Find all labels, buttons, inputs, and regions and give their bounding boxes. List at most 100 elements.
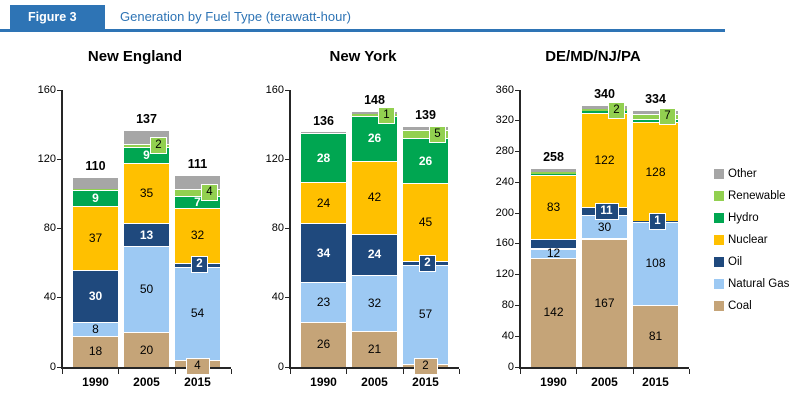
legend-item-oil: Oil (714, 251, 800, 273)
bar-segment-coal: 142 (531, 257, 576, 367)
bar-segment-hydro: 26 (403, 138, 448, 184)
bar-segment-label: 9 (143, 147, 150, 162)
bar-segment-natural-gas: 30 (582, 215, 627, 239)
bar-segment-coal: 18 (73, 335, 118, 367)
callout-oil-label: 2 (191, 256, 208, 274)
callout-renewable-label: 1 (378, 106, 395, 124)
x-axis-tick (231, 369, 232, 374)
y-axis-tick (515, 335, 519, 337)
x-axis-label: 1990 (82, 375, 109, 389)
bar-segment-nuclear: 35 (124, 162, 169, 224)
bar-segment-hydro: 9 (73, 190, 118, 206)
x-axis-label: 2005 (133, 375, 160, 389)
chart-legend: Other Renewable Hydro Nuclear Oil Natural Gas… (714, 163, 800, 317)
bar-segment-natural-gas: 54 (175, 266, 220, 361)
y-axis-tick-label: 280 (495, 145, 514, 158)
bar-segment-label: 35 (139, 186, 154, 200)
bar-segment-other (403, 126, 448, 130)
chart-title: DE/MD/NJ/PA (545, 48, 641, 65)
header-divider (0, 29, 725, 32)
callout-oil-label: 2 (419, 254, 436, 272)
bar-total-label: 136 (313, 113, 334, 128)
y-axis-tick-label: 40 (271, 291, 284, 304)
x-axis-tick (118, 369, 120, 374)
y-axis-tick (57, 366, 61, 368)
bar-segment-oil: 30 (73, 270, 118, 322)
bar-segment-coal: 26 (301, 321, 346, 367)
bar-segment-oil: 13 (124, 223, 169, 246)
bar-segment-nuclear: 128 (633, 122, 678, 221)
x-axis-line (520, 367, 689, 369)
bar-total-label: 139 (415, 108, 436, 123)
bar-segment-label: 45 (418, 215, 433, 230)
y-axis-tick (57, 89, 61, 91)
legend-swatch-renewable (714, 191, 724, 201)
legend-swatch-natural-gas (714, 279, 724, 289)
legend-swatch-nuclear (714, 235, 724, 245)
legend-item-natural-gas: Natural Gas (714, 273, 800, 295)
y-axis-tick-label: 120 (495, 268, 514, 281)
legend-item-hydro: Hydro (714, 207, 800, 229)
legend-swatch-oil (714, 257, 724, 267)
bar-segment-other (582, 105, 627, 110)
legend-label: Nuclear (728, 234, 768, 246)
legend-item-other: Other (714, 163, 800, 185)
callout-coal-label: 2 (413, 358, 438, 375)
y-axis-tick (515, 274, 519, 276)
y-axis-tick-label: 0 (49, 360, 56, 373)
bar-segment-label: 34 (316, 245, 331, 260)
bar-segment-label: 26 (418, 153, 433, 168)
callout-renewable-label: 5 (429, 125, 446, 143)
y-axis-tick (515, 243, 519, 245)
y-axis-tick-label: 120 (37, 152, 56, 165)
bar-total-label: 334 (645, 92, 666, 106)
y-axis-tick (515, 151, 519, 153)
bar-segment-label: 128 (645, 164, 666, 179)
bar-segment-label: 13 (139, 227, 154, 242)
legend-swatch-hydro (714, 213, 724, 223)
x-axis-label: 1990 (310, 375, 337, 389)
bar-segment-nuclear: 32 (175, 207, 220, 264)
bar-total-label: 137 (136, 111, 157, 126)
bar-total-label: 258 (543, 150, 564, 165)
bar-segment-label: 50 (139, 282, 154, 297)
chart-panel-new-england: New England 0 40 80 120 160 18 8 30 37 9 110 1990 20 5… (30, 42, 240, 402)
bar-segment-label: 8 (92, 321, 99, 336)
bar-segment-label: 26 (367, 131, 382, 146)
bar-segment-hydro (531, 173, 576, 176)
bar-segment-renewable (403, 129, 448, 139)
y-axis-tick-label: 160 (37, 83, 56, 96)
x-axis-label: 2015 (412, 375, 439, 389)
x-axis-label: 2015 (184, 375, 211, 389)
bar-segment-renewable (73, 188, 118, 191)
x-axis-tick (402, 369, 404, 374)
bar-segment-label: 167 (594, 295, 615, 310)
y-axis-tick-label: 160 (265, 83, 284, 96)
legend-swatch-coal (714, 301, 724, 311)
x-axis-tick (520, 369, 521, 374)
bar-segment-nuclear: 42 (352, 160, 397, 234)
legend-item-renewable: Renewable (714, 185, 800, 207)
callout-oil-label: 11 (594, 202, 619, 220)
y-axis-tick (285, 366, 289, 368)
y-axis-tick-label: 360 (495, 83, 514, 96)
chart-panel-de-md-nj-pa: DE/MD/NJ/PA 0 40 80 120 160 200 240 280 320 360 142… (488, 42, 698, 402)
y-axis-line (519, 90, 521, 369)
x-axis-tick (290, 369, 291, 374)
bar-segment-label: 37 (88, 231, 103, 245)
y-axis-tick (285, 89, 289, 91)
bar-segment-oil: 34 (301, 223, 346, 283)
bar-segment-nuclear: 24 (301, 181, 346, 224)
bar-total-label: 110 (85, 158, 106, 173)
bar-segment-coal: 81 (633, 304, 678, 367)
y-axis-tick-label: 80 (43, 222, 56, 234)
bar-segment-coal: 21 (352, 330, 397, 367)
legend-label: Hydro (728, 212, 759, 224)
x-axis-line (290, 367, 459, 369)
bar-segment-oil: 24 (352, 233, 397, 276)
bar-segment-coal: 167 (582, 238, 627, 367)
y-axis-tick-label: 80 (501, 298, 514, 311)
legend-item-nuclear: Nuclear (714, 229, 800, 251)
y-axis-tick-label: 160 (495, 237, 514, 250)
y-axis-tick-label: 40 (501, 329, 514, 342)
